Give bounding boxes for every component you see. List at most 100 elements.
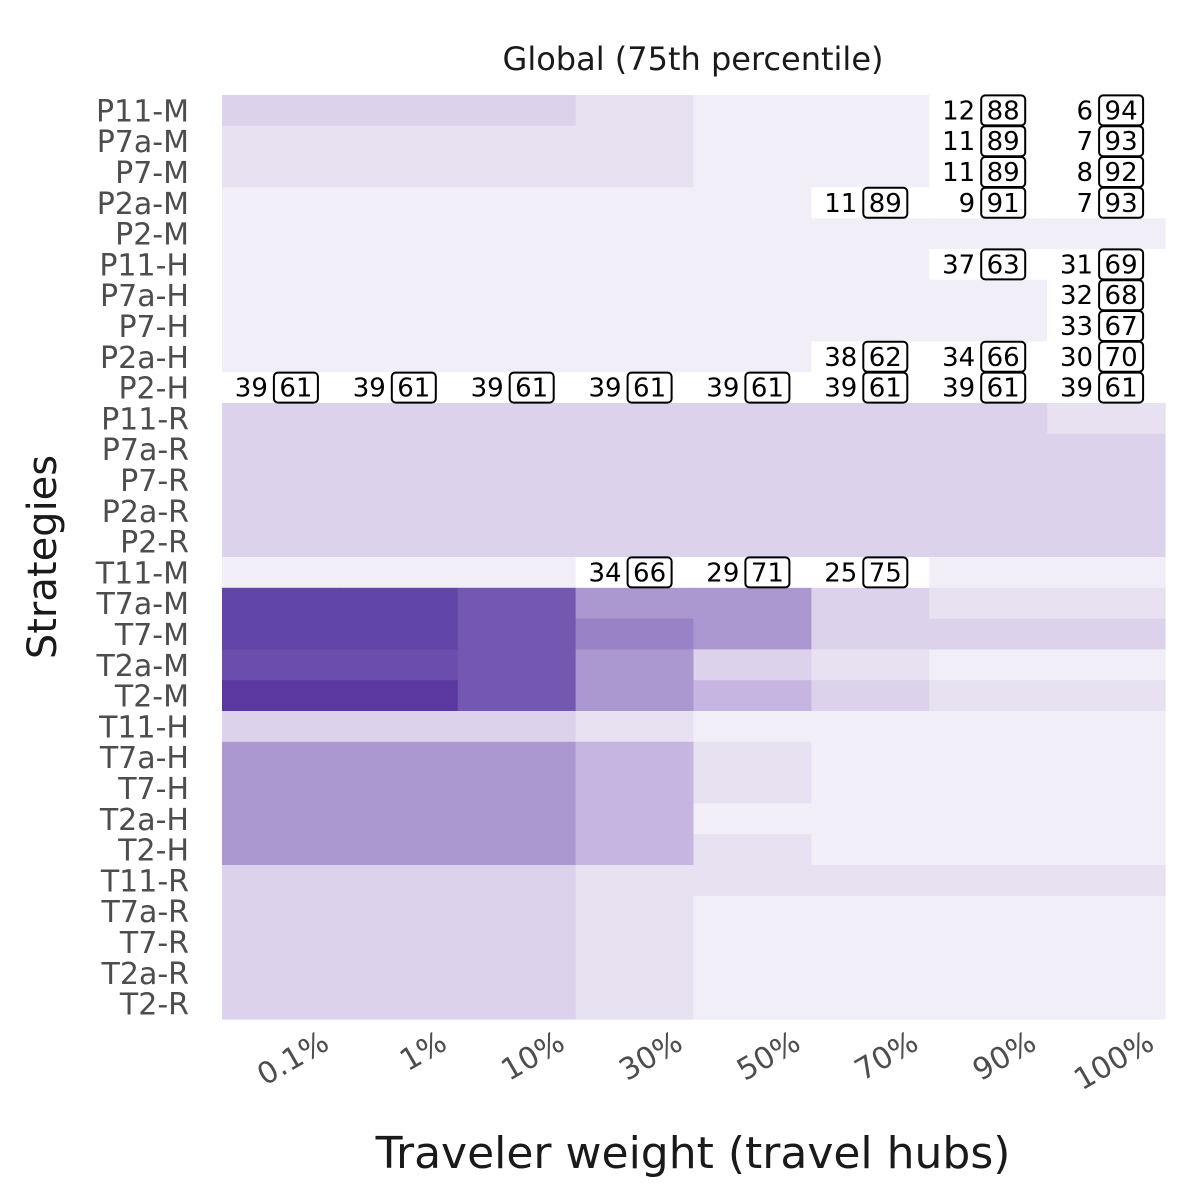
heatmap-cell-t11-h-100pct	[1047, 711, 1166, 743]
cell-label-value-a: 34	[942, 343, 975, 373]
heatmap-cell-p7-m-30pct	[575, 156, 695, 188]
cell-label-t11-m-50pct: 29 71	[706, 556, 791, 589]
cell-label-value-a: 39	[471, 374, 504, 404]
y-tick-label: T7-H	[117, 772, 189, 807]
cell-label-value-a: 34	[589, 558, 622, 588]
heatmap-cell-p11-r-90pct	[929, 403, 1048, 435]
cell-label-p11-h-90pct: 37 63	[942, 248, 1027, 281]
cell-label-p7a-m-100pct: 7 93	[1077, 125, 1145, 158]
heatmap-cell-t7a-r-1pct	[339, 895, 459, 928]
heatmap-cell-p7a-h-1pct	[339, 279, 459, 312]
cell-label-value-b: 61	[1105, 374, 1138, 404]
y-axis-ticks: P11-MP7a-MP7-MP2a-MP2-MP11-HP7a-HP7-HP2a…	[95, 94, 189, 1022]
chart-title: Global (75th percentile)	[503, 40, 884, 78]
heatmap-cell-t11-h-10pct	[457, 711, 577, 743]
heatmap-cell-p7a-r-1pct	[339, 433, 459, 466]
cell-label-p7a-h-100pct: 32 68	[1060, 279, 1145, 312]
heatmap-cell-t11-m-0-1pct	[222, 557, 341, 589]
cell-label-p2-h-0-1pct: 39 61	[235, 371, 319, 404]
cell-label-box	[980, 186, 1027, 219]
heatmap-cell-t2-r-0-1pct	[222, 988, 341, 1020]
heatmap-cell-p7-r-30pct	[575, 464, 695, 496]
y-tick-label: T2-M	[114, 680, 189, 715]
cell-label-p11-h-100pct: 31 69	[1060, 248, 1145, 281]
x-tick-label: 90%	[967, 1025, 1042, 1089]
heatmap-cell-t7a-h-10pct	[457, 741, 577, 774]
heatmap-cell-t7a-m-100pct	[1047, 587, 1166, 620]
cell-label-value-a: 32	[1060, 281, 1093, 311]
heatmap-cell-t2a-m-70pct	[811, 649, 930, 681]
heatmap-cell-t7-h-30pct	[575, 772, 695, 804]
x-axis-title: Traveler weight (travel hubs)	[375, 1128, 1011, 1179]
heatmap-cell-p7a-h-90pct	[929, 279, 1048, 312]
heatmap-cell-t2-h-50pct	[693, 834, 812, 866]
heatmap-cell-t2a-h-100pct	[1047, 803, 1166, 835]
heatmap-cell-p7a-r-90pct	[929, 433, 1048, 466]
y-tick-label: P11-R	[101, 402, 189, 437]
cell-label-value-a: 11	[942, 127, 975, 157]
heatmap-cell-t7-m-70pct	[811, 618, 930, 650]
heatmap-cell-t2-h-100pct	[1047, 834, 1166, 866]
heatmap-cell-t2a-h-1pct	[339, 803, 459, 835]
cell-label-value-a: 29	[706, 558, 739, 588]
cell-label-p7a-m-90pct: 11 89	[942, 125, 1027, 158]
heatmap-cell-p7a-m-1pct	[339, 125, 459, 158]
heatmap-cell-p7a-m-30pct	[575, 125, 695, 158]
cell-label-value-a: 39	[942, 374, 975, 404]
cell-label-value-a: 33	[1060, 312, 1093, 342]
heatmap-cell-t7-h-90pct	[929, 772, 1048, 804]
heatmap-cell-p2a-h-1pct	[339, 341, 459, 373]
heatmap-cell-t2a-r-100pct	[1047, 957, 1166, 989]
y-tick-label: T7a-R	[101, 895, 189, 930]
cell-label-box	[980, 248, 1027, 281]
heatmap-cell-t2-m-70pct	[811, 680, 930, 712]
heatmap-cell-t2-r-100pct	[1047, 988, 1166, 1020]
heatmap-cell-p11-h-70pct	[811, 249, 930, 281]
heatmap-cell-t2-r-50pct	[693, 988, 812, 1020]
heatmap-cell-p7-m-50pct	[693, 156, 812, 188]
heatmap-cell-t2-r-70pct	[811, 988, 930, 1020]
heatmap-cell-p7-h-10pct	[457, 310, 577, 342]
heatmap-cell-t7a-h-70pct	[811, 741, 930, 774]
heatmap-cell-p2-m-10pct	[457, 218, 577, 250]
heatmap-cell-t2a-r-10pct	[457, 957, 577, 989]
heatmap-cell-p11-h-10pct	[457, 249, 577, 281]
heatmap-cell-p7a-r-100pct	[1047, 433, 1166, 466]
heatmap-cell-p7a-r-70pct	[811, 433, 930, 466]
cell-label-value-b: 94	[1105, 96, 1138, 126]
heatmap-cell-p7a-m-70pct	[811, 125, 930, 158]
heatmap-cell-p11-h-1pct	[339, 249, 459, 281]
cell-label-p2a-m-90pct: 9 91	[959, 186, 1027, 219]
heatmap-cell-p7-r-1pct	[339, 464, 459, 496]
y-tick-label: T7-M	[114, 618, 189, 653]
heatmap-cell-t2a-m-30pct	[575, 649, 695, 681]
cell-label-p11-m-100pct: 6 94	[1077, 94, 1145, 127]
heatmap-cell-t11-r-100pct	[1047, 865, 1166, 897]
heatmap-cell-t7-h-100pct	[1047, 772, 1166, 804]
heatmap-cell-t7a-r-90pct	[929, 895, 1048, 928]
x-tick-label: 1%	[394, 1025, 453, 1079]
cell-label-box	[862, 186, 909, 219]
heatmap-cell-t7a-m-50pct	[693, 587, 812, 620]
heatmap-cell-t7a-h-90pct	[929, 741, 1048, 774]
heatmap-cell-t7-r-100pct	[1047, 926, 1166, 958]
cell-label-value-b: 89	[987, 158, 1020, 188]
heatmap-cell-t11-m-10pct	[457, 557, 577, 589]
heatmap-cell-p11-r-100pct	[1047, 403, 1166, 435]
heatmap-cell-t11-h-30pct	[575, 711, 695, 743]
cell-label-t11-m-70pct: 25 75	[824, 556, 909, 589]
y-tick-label: T11-H	[98, 710, 189, 745]
x-tick-label: 50%	[731, 1025, 806, 1089]
y-tick-label: P11-M	[96, 94, 189, 129]
heatmap-cell-p7-h-70pct	[811, 310, 930, 342]
heatmap-cell-p11-h-30pct	[575, 249, 695, 281]
cell-label-value-a: 11	[824, 189, 857, 219]
cell-label-value-a: 39	[1060, 374, 1093, 404]
heatmap-cell-p11-r-1pct	[339, 403, 459, 435]
heatmap-cell-p11-m-30pct	[575, 95, 695, 127]
heatmap-cell-p2a-r-90pct	[929, 495, 1048, 527]
cell-label-p7-m-100pct: 8 92	[1077, 156, 1145, 188]
heatmap-cell-t2a-h-90pct	[929, 803, 1048, 835]
cell-label-value-b: 71	[751, 558, 784, 588]
heatmap-cell-p7a-h-10pct	[457, 279, 577, 312]
